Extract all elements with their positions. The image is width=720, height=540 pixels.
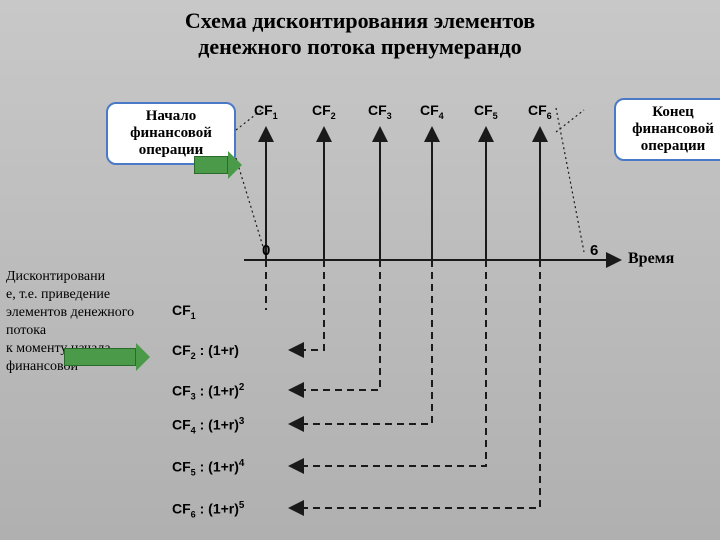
cf-label-3: CF3 <box>368 102 392 121</box>
discount-formula-2: CF2 : (1+r) <box>172 342 239 361</box>
discount-formula-6: CF6 : (1+r)5 <box>172 500 244 519</box>
title-line2: денежного потока пренумерандо <box>0 34 720 60</box>
axis-tick-label: 6 <box>590 242 598 259</box>
cf-label-4: CF4 <box>420 102 444 121</box>
cf-label-5: CF5 <box>474 102 498 121</box>
green-arrow-2 <box>194 156 242 174</box>
axis-tick-label: 0 <box>262 242 270 259</box>
green-arrow-1 <box>64 348 150 366</box>
discount-formula-4: CF4 : (1+r)3 <box>172 416 244 435</box>
title-line1: Схема дисконтирования элементов <box>0 8 720 34</box>
discount-formula-3: CF3 : (1+r)2 <box>172 382 244 401</box>
discount-formula-1: CF1 <box>172 302 196 321</box>
discount-formula-5: CF5 : (1+r)4 <box>172 458 244 477</box>
page-title: Схема дисконтирования элементов денежног… <box>0 8 720 60</box>
cf-label-6: CF6 <box>528 102 552 121</box>
cf-label-2: CF2 <box>312 102 336 121</box>
cf-label-1: CF1 <box>254 102 278 121</box>
callout-end: Конец финансовой операции <box>614 98 720 161</box>
time-axis-label: Время <box>628 250 674 268</box>
